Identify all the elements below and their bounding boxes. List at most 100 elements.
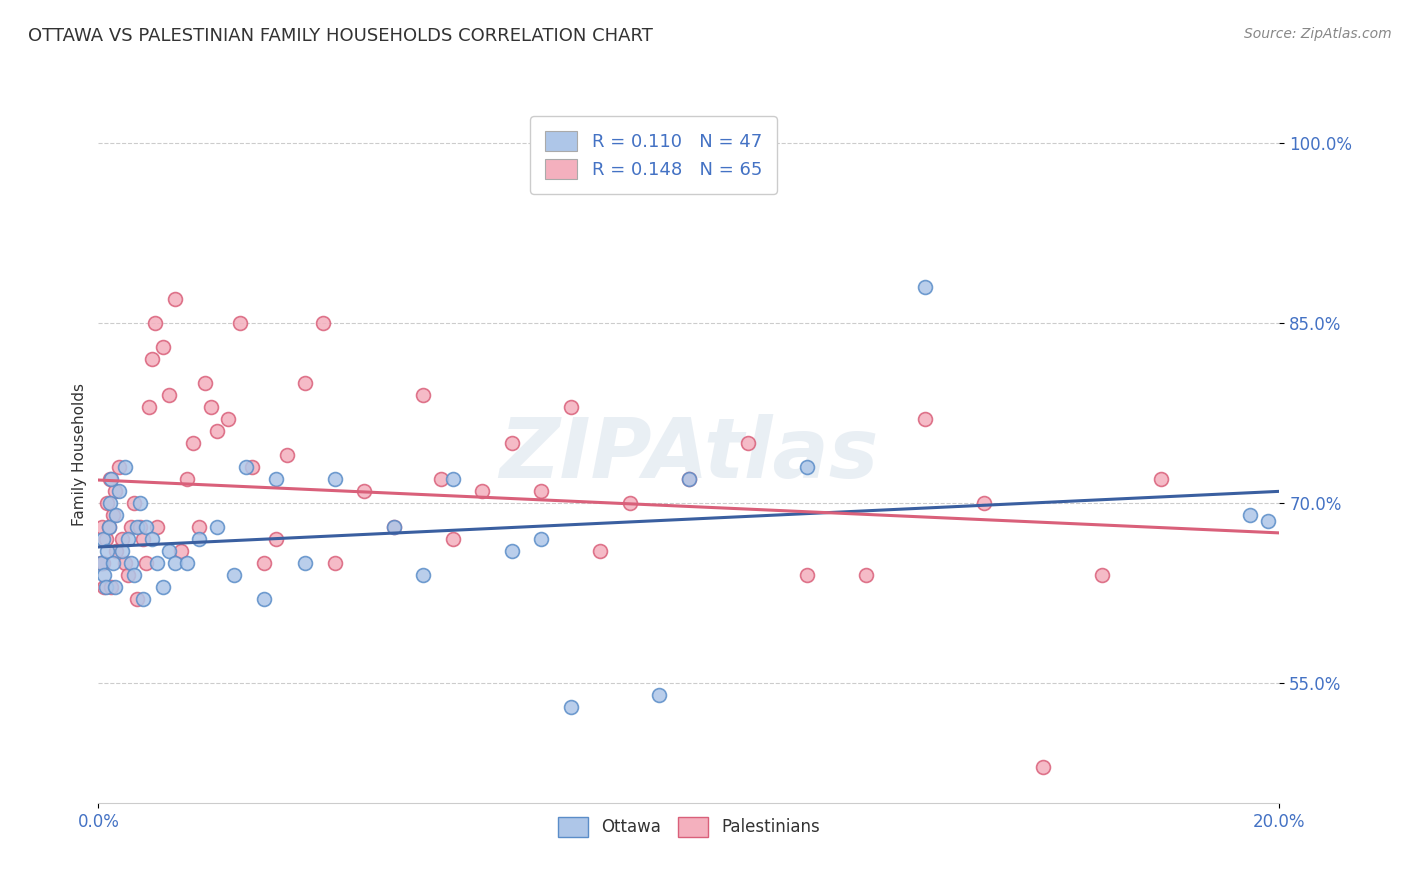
Point (122, 567, 145, 582)
Point (589, 544, 612, 558)
Point (146, 520, 169, 534)
Point (143, 316, 166, 330)
Point (240, 459, 263, 474)
Point (412, 388, 434, 402)
Point (530, 483, 553, 498)
Point (412, 567, 434, 582)
Point (382, 520, 405, 534)
Point (157, 388, 180, 402)
Point (205, 424, 228, 438)
Y-axis label: Family Households: Family Households (72, 384, 87, 526)
Point (122, 496, 145, 510)
Point (973, 496, 995, 510)
Point (187, 520, 209, 534)
Point (501, 544, 523, 558)
Point (441, 532, 464, 546)
Point (94, 580, 117, 594)
Point (187, 532, 209, 546)
Point (855, 567, 877, 582)
Point (100, 472, 122, 486)
Point (501, 436, 523, 450)
Point (114, 459, 136, 474)
Point (678, 472, 700, 486)
Point (98, 520, 121, 534)
Point (120, 556, 142, 570)
Point (104, 580, 127, 594)
Point (93, 567, 115, 582)
Point (135, 556, 157, 570)
Point (125, 591, 148, 606)
Point (157, 544, 180, 558)
Point (111, 544, 134, 558)
Point (441, 472, 464, 486)
Point (108, 483, 131, 498)
Point (114, 556, 136, 570)
Point (1257, 514, 1279, 528)
Point (560, 699, 582, 714)
Point (165, 292, 187, 306)
Point (796, 567, 818, 582)
Point (619, 496, 641, 510)
Point (138, 400, 160, 414)
Legend: Ottawa, Palestinians: Ottawa, Palestinians (551, 811, 827, 843)
Point (132, 591, 155, 606)
Point (93, 580, 115, 594)
Point (323, 556, 346, 570)
Point (90, 556, 112, 570)
Point (91, 556, 114, 570)
Point (108, 459, 131, 474)
Point (914, 280, 936, 294)
Point (105, 508, 128, 522)
Point (98, 496, 121, 510)
Point (96, 544, 118, 558)
Point (90, 556, 112, 570)
Point (170, 544, 193, 558)
Point (117, 567, 139, 582)
Point (91, 520, 114, 534)
Text: Source: ZipAtlas.com: Source: ZipAtlas.com (1244, 27, 1392, 41)
Point (141, 351, 163, 366)
Point (530, 532, 553, 546)
Point (152, 340, 174, 354)
Point (276, 448, 298, 462)
Point (312, 316, 335, 330)
Point (200, 400, 222, 414)
Point (117, 532, 139, 546)
Point (229, 316, 252, 330)
Point (96, 496, 118, 510)
Point (132, 532, 155, 546)
Point (560, 400, 582, 414)
Point (323, 472, 346, 486)
Point (205, 520, 228, 534)
Point (98, 520, 121, 534)
Point (471, 483, 494, 498)
Point (382, 520, 405, 534)
Point (111, 532, 134, 546)
Point (1239, 508, 1261, 522)
Point (1032, 760, 1054, 774)
Point (430, 472, 453, 486)
Point (146, 556, 169, 570)
Text: OTTAWA VS PALESTINIAN FAMILY HOUSEHOLDS CORRELATION CHART: OTTAWA VS PALESTINIAN FAMILY HOUSEHOLDS … (28, 27, 652, 45)
Point (224, 567, 246, 582)
Point (135, 520, 157, 534)
Point (194, 376, 217, 390)
Point (100, 580, 122, 594)
Point (176, 556, 198, 570)
Text: ZIPAtlas: ZIPAtlas (499, 415, 879, 495)
Point (104, 483, 127, 498)
Point (91, 532, 114, 546)
Point (128, 520, 150, 534)
Point (165, 556, 187, 570)
Point (152, 580, 174, 594)
Point (181, 436, 204, 450)
Point (353, 483, 375, 498)
Point (98, 472, 121, 486)
Point (294, 376, 316, 390)
Point (217, 412, 239, 426)
Point (105, 544, 128, 558)
Point (264, 532, 287, 546)
Point (94, 532, 117, 546)
Point (914, 412, 936, 426)
Point (648, 688, 671, 702)
